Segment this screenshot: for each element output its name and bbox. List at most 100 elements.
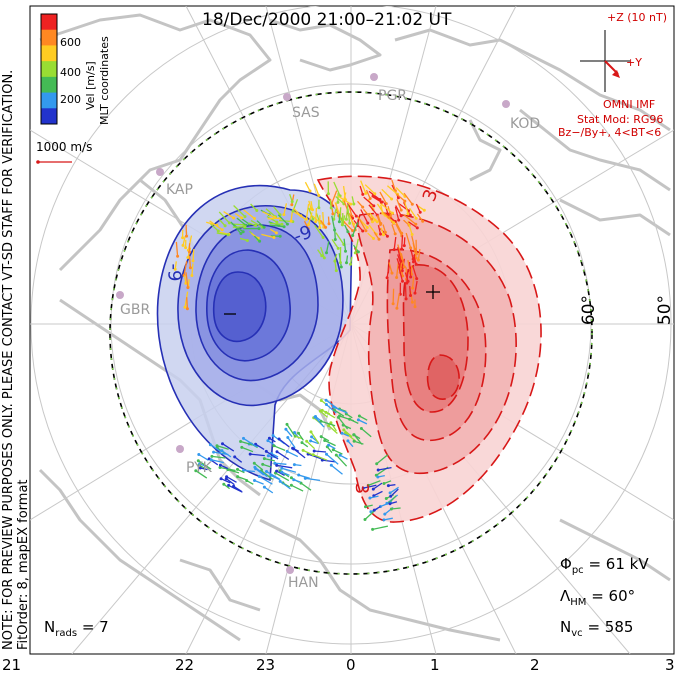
velocity-vector-origin [186,286,190,290]
velocity-vector-origin [410,300,414,304]
velocity-vector [314,450,327,453]
velocity-vector-origin [323,439,327,442]
velocity-vector [195,470,208,479]
velocity-vector [286,424,297,438]
velocity-vector-origin [356,418,360,422]
velocity-vector [383,517,393,521]
velocity-vector [306,440,316,450]
velocity-vector-origin [414,262,418,266]
velocity-vector-origin [292,463,296,467]
velocity-vector [392,288,395,304]
velocity-vector [333,209,337,220]
velocity-vector [264,486,274,494]
velocity-vector-origin [361,192,365,196]
velocity-vector-origin [408,213,412,217]
velocity-vector [198,453,209,461]
velocity-vector [256,220,265,228]
velocity-vector [341,219,354,232]
velocity-vector [333,227,336,240]
velocity-vector-origin [297,473,301,477]
velocity-vector-origin [280,466,284,470]
velocity-vector [334,409,345,417]
velocity-vector [373,490,383,497]
colorbar-segment [41,92,57,109]
extrema-markers [224,285,440,315]
velocity-vector-origin [402,265,406,269]
velocity-vector [273,206,281,216]
velocity-vector [258,475,273,485]
station-label-kap: KAP [166,182,193,198]
colorbar-tick-400: 400 [60,66,81,79]
velocity-vector [348,214,355,225]
velocity-vector-origin [411,257,415,261]
red-contour-5 [426,354,460,400]
contour-label-pos-2: 3 [351,482,373,495]
velocity-vector-origin [357,414,361,418]
velocity-vector [396,199,402,211]
velocity-vector [379,202,393,214]
velocity-vector-origin [327,222,331,226]
velocity-vector-origin [370,217,374,221]
velocity-vector [371,195,382,203]
velocity-vector [364,509,376,520]
velocity-vector-origin [267,436,271,440]
velocity-vector [307,453,322,460]
velocity-vector-origin [275,469,279,473]
velocity-vector-origin [286,436,290,439]
velocity-vector [342,186,347,200]
velocity-vector [292,207,302,217]
fit-order-note: FitOrder: 8, mapEX format [16,479,31,650]
velocity-vector-origin [351,229,355,233]
velocity-vector-origin [253,465,257,469]
velocity-vector [320,420,336,427]
velocity-vector-origin [334,453,338,457]
velocity-vector [227,468,240,474]
velocity-vector-origin [319,419,323,423]
colorbar-segment [41,45,57,62]
velocity-vector [269,222,283,225]
velocity-vector [360,209,369,224]
velocity-vector-origin [379,232,382,236]
velocity-vector-origin [289,219,293,223]
velocity-vector-origin [415,277,419,281]
colorbar-border [40,13,58,125]
velocity-vector-origin [372,508,376,512]
velocity-vector [175,241,179,257]
velocity-vector-origin [304,217,308,221]
velocity-vector-origin [393,232,397,236]
velocity-vector-origin [209,458,213,462]
velocity-vector [345,432,357,442]
velocity-vector [314,224,324,238]
velocity-vector [310,431,320,445]
velocity-vector [186,297,189,309]
velocity-vector-origin [371,527,375,531]
velocity-vector [360,428,372,438]
velocity-vector [276,464,293,469]
velocity-vector [337,195,352,205]
velocity-vector-origin [352,439,356,443]
velocity-vector [391,507,401,510]
velocity-vector [333,181,341,197]
velocity-vector [360,180,367,194]
velocity-vector [363,208,373,220]
velocity-vector [408,221,418,229]
positive-potential-cell [316,175,542,523]
velocity-vector [345,204,349,220]
velocity-vector-origin [198,462,202,466]
velocity-vector-origin [413,291,417,295]
velocity-vector [273,445,286,452]
velocity-vector-origin [395,306,399,310]
velocity-vector [401,235,404,250]
velocity-vector-origin [173,267,177,271]
velocity-vector [320,246,325,259]
velocity-vector [376,454,389,465]
velocity-vector-origin [185,234,188,238]
velocity-vector-origin [363,518,367,521]
velocity-vector-origin [336,246,340,250]
velocity-vector-origin [318,226,322,230]
velocity-vector [386,266,390,278]
velocity-vector-origin [382,518,386,522]
velocity-vector-origin [311,217,315,221]
velocity-vector [286,450,299,458]
velocity-vector-origin [301,448,305,452]
